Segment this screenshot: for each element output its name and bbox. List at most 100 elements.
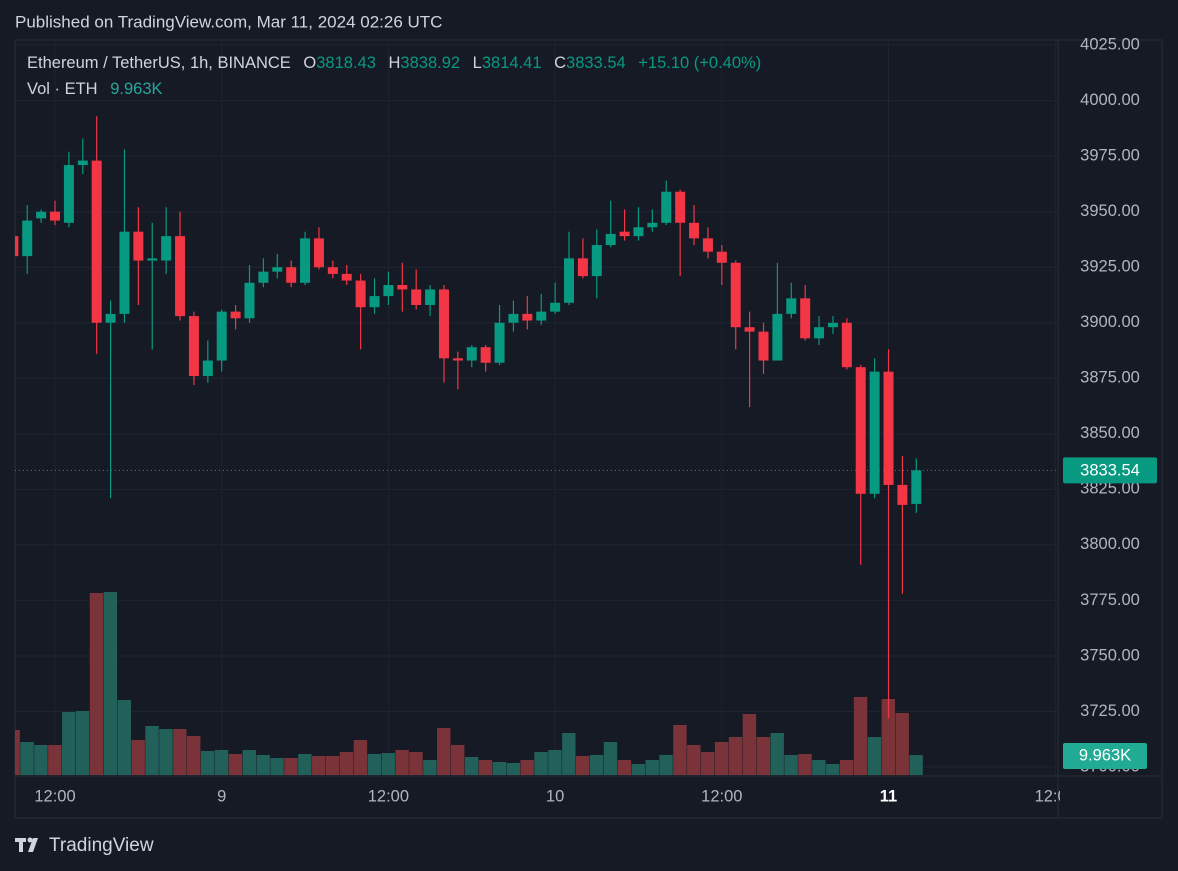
volume-bar	[853, 697, 868, 775]
candle-body	[522, 313, 533, 321]
volume-bar	[673, 725, 687, 775]
candle-body	[313, 238, 324, 268]
volume-bar	[450, 745, 465, 775]
candle-body	[119, 231, 130, 314]
candle-body	[814, 327, 825, 339]
y-tick-label: 3875.00	[1080, 369, 1140, 387]
volume-bar	[214, 750, 229, 775]
ohlc-value: 3814.41	[481, 54, 542, 72]
y-tick-label: 3975.00	[1080, 147, 1140, 165]
candle-body	[494, 322, 505, 363]
volume-bar	[173, 729, 187, 775]
candle-body	[425, 289, 436, 305]
candle-body	[591, 245, 602, 277]
candle-body	[744, 327, 755, 332]
volume-bar	[603, 742, 618, 775]
volume-bar	[242, 750, 256, 775]
published-note: Published on TradingView.com, Mar 11, 20…	[15, 12, 442, 31]
candle-body	[300, 238, 311, 283]
candle-body	[230, 311, 241, 319]
volume-title: Vol · ETH	[27, 80, 98, 98]
volume-bar	[909, 755, 923, 775]
candle-body	[91, 160, 102, 323]
candle-body	[452, 358, 463, 361]
volume-bar	[701, 752, 715, 775]
volume-bar	[284, 758, 298, 775]
candle-body	[716, 251, 727, 263]
candle-body	[702, 238, 713, 252]
volume-legend: Vol · ETH 9.963K	[27, 80, 163, 99]
candle-body	[327, 267, 338, 274]
volume-bar	[534, 752, 548, 775]
volume-bar	[131, 740, 145, 775]
volume-bar	[34, 745, 48, 775]
x-tick-label: 12:00	[701, 787, 742, 805]
volume-bar	[520, 760, 534, 775]
volume-bar	[839, 760, 854, 775]
candle-body	[869, 371, 880, 494]
ohlc-value: 3833.54	[566, 54, 626, 72]
last-price-tag	[1063, 457, 1157, 484]
candle-body	[689, 222, 700, 239]
volume-bar	[395, 750, 409, 775]
volume-bar	[506, 763, 520, 775]
candle-body	[536, 311, 547, 321]
candle-body	[827, 322, 838, 328]
volume-bar	[270, 758, 284, 775]
candle-body	[369, 296, 380, 308]
volume-bar	[867, 737, 882, 775]
y-tick-label: 3925.00	[1080, 258, 1140, 276]
volume-bar	[589, 755, 604, 775]
volume-bar	[728, 737, 743, 775]
ohlc-value: 3838.92	[400, 54, 461, 72]
candle-body	[258, 271, 269, 283]
legend-line: Ethereum / TetherUS, 1h, BINANCE O3818.4…	[27, 54, 761, 73]
volume-value: 9.963K	[110, 80, 163, 98]
x-tick-label: 10	[546, 787, 564, 805]
volume-bar	[895, 713, 909, 775]
candle-body	[383, 285, 394, 297]
candle-body	[577, 258, 588, 277]
candle-body	[800, 298, 811, 339]
volume-bar	[812, 760, 826, 775]
candle-body	[661, 191, 672, 223]
y-tick-label: 3950.00	[1080, 202, 1140, 220]
candle-body	[63, 165, 74, 223]
y-tick-label: 3750.00	[1080, 646, 1140, 664]
candle-body	[286, 267, 297, 283]
volume-bar	[187, 736, 201, 775]
brand-logo	[15, 837, 38, 852]
volume-bar	[826, 764, 840, 775]
volume-bar	[659, 755, 673, 775]
volume-bar	[48, 745, 62, 775]
volume-bar	[617, 760, 632, 775]
volume-tag	[1063, 743, 1147, 769]
volume-bar	[20, 742, 34, 775]
y-tick-label: 3775.00	[1080, 591, 1140, 609]
volume-bar	[15, 730, 20, 775]
x-tick-label: 12:00	[34, 787, 75, 805]
y-tick-label: 3900.00	[1080, 313, 1140, 331]
ohlc-key: C	[554, 54, 567, 72]
candle-body	[188, 316, 199, 377]
volume-bar	[367, 754, 382, 775]
candle-body	[50, 211, 61, 221]
candle-body	[466, 347, 477, 361]
y-tick-label: 3825.00	[1080, 480, 1140, 498]
volume-bar	[312, 756, 326, 775]
change: +15.10 (+0.40%)	[638, 54, 762, 72]
candle-body	[15, 236, 19, 257]
y-tick-label: 4025.00	[1080, 35, 1140, 53]
candle-body	[216, 311, 227, 361]
y-tick-label: 3800.00	[1080, 535, 1140, 553]
candle-body	[133, 231, 144, 261]
volume-bar	[256, 755, 270, 775]
candle-body	[508, 313, 519, 323]
volume-bar	[714, 742, 729, 775]
volume-bar	[798, 754, 812, 775]
ohlc-key: L	[472, 54, 482, 72]
candle-body	[161, 236, 172, 261]
volume-bar	[200, 751, 215, 775]
candle-body	[202, 360, 213, 377]
volume-tag-label: 9.963K	[1079, 746, 1131, 764]
